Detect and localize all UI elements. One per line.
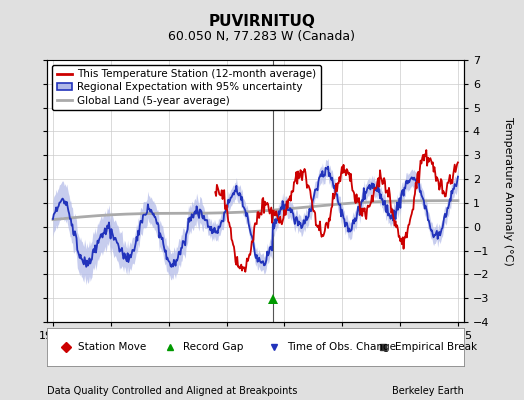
Text: Station Move: Station Move [79, 342, 147, 352]
Text: Data Quality Controlled and Aligned at Breakpoints: Data Quality Controlled and Aligned at B… [47, 386, 298, 396]
Text: PUVIRNITUQ: PUVIRNITUQ [209, 14, 315, 29]
Y-axis label: Temperature Anomaly (°C): Temperature Anomaly (°C) [503, 117, 513, 265]
Text: Record Gap: Record Gap [182, 342, 243, 352]
Text: Berkeley Earth: Berkeley Earth [392, 386, 464, 396]
Legend: This Temperature Station (12-month average), Regional Expectation with 95% uncer: This Temperature Station (12-month avera… [52, 65, 321, 110]
Text: Empirical Break: Empirical Break [395, 342, 477, 352]
Text: 60.050 N, 77.283 W (Canada): 60.050 N, 77.283 W (Canada) [169, 30, 355, 43]
Text: Time of Obs. Change: Time of Obs. Change [287, 342, 396, 352]
